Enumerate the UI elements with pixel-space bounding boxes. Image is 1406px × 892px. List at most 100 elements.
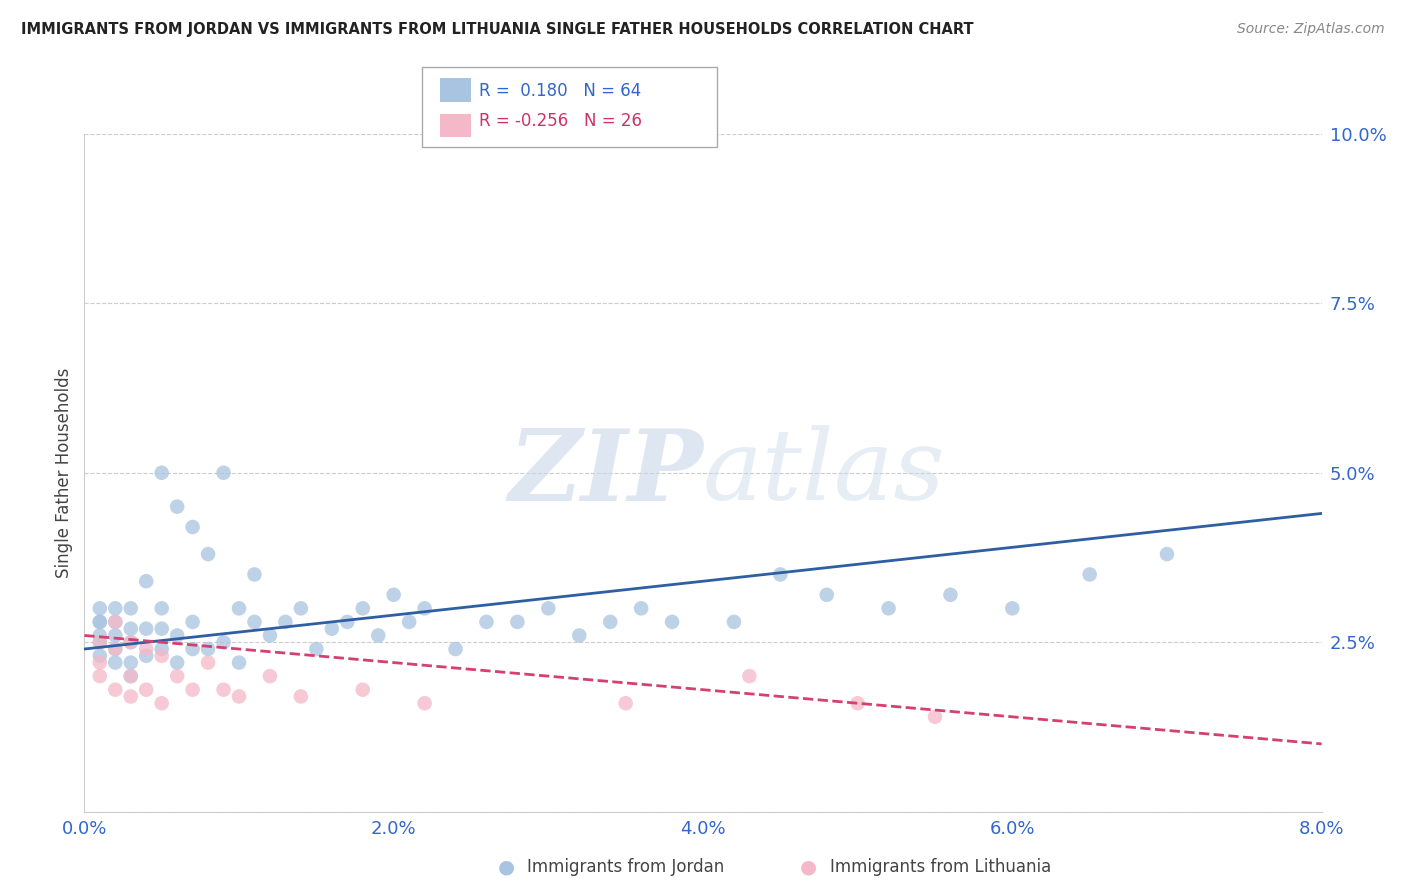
Point: [120, 622, 142, 636]
Point: [150, 466, 173, 480]
Text: atlas: atlas: [703, 425, 946, 520]
Point: [305, 642, 328, 657]
Point: [352, 601, 374, 615]
Point: [738, 669, 761, 683]
Point: [150, 601, 173, 615]
Point: [150, 642, 173, 657]
Point: [120, 690, 142, 704]
Point: [166, 628, 188, 642]
Point: [398, 615, 420, 629]
Point: [367, 628, 389, 642]
Point: [352, 682, 374, 697]
Point: [382, 588, 405, 602]
Point: [197, 642, 219, 657]
Point: [939, 588, 962, 602]
Point: [104, 615, 127, 629]
Point: [197, 656, 219, 670]
Text: Immigrants from Jordan: Immigrants from Jordan: [527, 858, 724, 876]
Point: [243, 615, 266, 629]
Point: [599, 615, 621, 629]
Point: [290, 601, 312, 615]
Point: [212, 466, 235, 480]
Point: [89, 628, 111, 642]
Point: [924, 710, 946, 724]
Point: [89, 635, 111, 649]
Point: [89, 656, 111, 670]
Point: [89, 669, 111, 683]
Point: [1001, 601, 1024, 615]
Point: [166, 669, 188, 683]
Point: [630, 601, 652, 615]
Point: [444, 642, 467, 657]
Point: [166, 656, 188, 670]
Point: [212, 682, 235, 697]
Text: ●: ●: [498, 857, 515, 877]
Text: IMMIGRANTS FROM JORDAN VS IMMIGRANTS FROM LITHUANIA SINGLE FATHER HOUSEHOLDS COR: IMMIGRANTS FROM JORDAN VS IMMIGRANTS FRO…: [21, 22, 974, 37]
Point: [568, 628, 591, 642]
Point: [413, 696, 436, 710]
Point: [89, 635, 111, 649]
Text: Source: ZipAtlas.com: Source: ZipAtlas.com: [1237, 22, 1385, 37]
Point: [135, 622, 157, 636]
Point: [104, 615, 127, 629]
Point: [120, 669, 142, 683]
Point: [661, 615, 683, 629]
Point: [259, 669, 281, 683]
Point: [181, 682, 204, 697]
Point: [290, 690, 312, 704]
Point: [877, 601, 900, 615]
Point: [815, 588, 838, 602]
Point: [120, 635, 142, 649]
Point: [1078, 567, 1101, 582]
Text: R =  0.180   N = 64: R = 0.180 N = 64: [479, 82, 641, 100]
Point: [135, 682, 157, 697]
Point: [212, 635, 235, 649]
Point: [135, 642, 157, 657]
Point: [166, 500, 188, 514]
Point: [89, 648, 111, 663]
Point: [104, 642, 127, 657]
Y-axis label: Single Father Households: Single Father Households: [55, 368, 73, 578]
Point: [274, 615, 297, 629]
Point: [150, 696, 173, 710]
Point: [228, 690, 250, 704]
Text: Immigrants from Lithuania: Immigrants from Lithuania: [830, 858, 1050, 876]
Point: [89, 615, 111, 629]
Point: [413, 601, 436, 615]
Point: [89, 601, 111, 615]
Point: [181, 615, 204, 629]
Point: [120, 656, 142, 670]
Text: R = -0.256   N = 26: R = -0.256 N = 26: [479, 112, 643, 130]
Point: [769, 567, 792, 582]
Point: [150, 622, 173, 636]
Text: ZIP: ZIP: [508, 425, 703, 521]
Point: [846, 696, 869, 710]
Point: [104, 656, 127, 670]
Point: [120, 669, 142, 683]
Point: [181, 642, 204, 657]
Point: [1156, 547, 1178, 561]
Point: [228, 656, 250, 670]
Point: [150, 648, 173, 663]
Point: [723, 615, 745, 629]
Text: ●: ●: [800, 857, 817, 877]
Point: [228, 601, 250, 615]
Point: [197, 547, 219, 561]
Point: [243, 567, 266, 582]
Point: [135, 648, 157, 663]
Point: [259, 628, 281, 642]
Point: [614, 696, 637, 710]
Point: [321, 622, 343, 636]
Point: [181, 520, 204, 534]
Point: [89, 615, 111, 629]
Point: [104, 682, 127, 697]
Point: [104, 642, 127, 657]
Point: [475, 615, 498, 629]
Point: [120, 635, 142, 649]
Point: [336, 615, 359, 629]
Point: [104, 628, 127, 642]
Point: [537, 601, 560, 615]
Point: [135, 574, 157, 589]
Point: [506, 615, 529, 629]
Point: [104, 601, 127, 615]
